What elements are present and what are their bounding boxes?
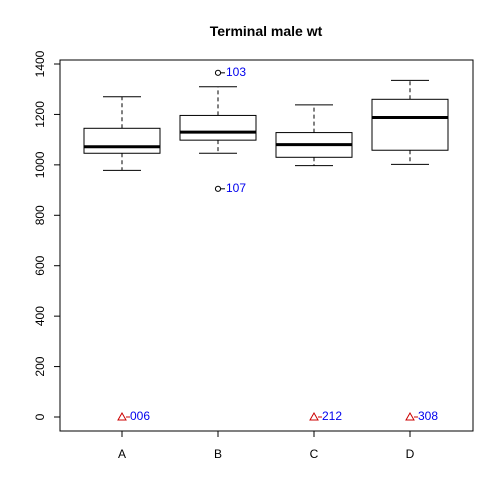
box-body [371, 98, 449, 151]
x-tick-label: B [214, 447, 222, 461]
zero-marker-label: 212 [322, 409, 342, 423]
y-tick-label: 600 [33, 255, 47, 275]
zero-marker [405, 411, 415, 421]
zero-marker [117, 411, 127, 421]
y-tick-label: 0 [33, 413, 47, 420]
box-C [275, 104, 353, 167]
zero-marker [309, 411, 319, 421]
y-tick-label: 200 [33, 356, 47, 376]
outlier-label: 103 [226, 65, 246, 79]
box-D [371, 79, 449, 165]
outlier-point [214, 185, 222, 192]
zero-marker-label: 006 [130, 409, 150, 423]
outlier-label: 107 [226, 181, 246, 195]
box-body [83, 127, 161, 154]
chart-title: Terminal male wt [210, 23, 323, 39]
box-body [179, 114, 257, 141]
y-tick-label: 1400 [33, 50, 47, 77]
zero-marker-label: 308 [418, 409, 438, 423]
x-tick-label: C [310, 447, 319, 461]
x-tick-label: A [118, 447, 126, 461]
y-tick-label: 1000 [33, 151, 47, 178]
outlier-point [214, 69, 222, 76]
y-axis: 0 200 400 600 800 1000 1200 1400 [33, 50, 61, 420]
box-A [83, 96, 161, 171]
boxes-layer [83, 79, 449, 171]
y-tick-label: 800 [33, 205, 47, 225]
y-tick-label: 400 [33, 306, 47, 326]
x-axis: A B C D [118, 430, 415, 461]
x-tick-label: D [406, 447, 415, 461]
box-B [179, 86, 257, 154]
y-tick-label: 1200 [33, 101, 47, 128]
points-layer: 103 107 006 212 308 [117, 65, 438, 423]
